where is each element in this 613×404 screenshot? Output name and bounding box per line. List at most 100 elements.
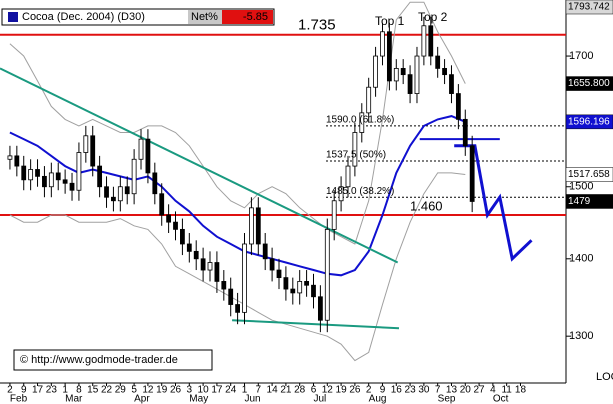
x-tick-label: 19 (156, 385, 168, 396)
x-tick-label: 1 (62, 385, 68, 396)
x-tick-label: 12 (322, 385, 334, 396)
candle-body (97, 165, 103, 188)
x-tick-label: 5 (131, 385, 137, 396)
candle-body (283, 277, 289, 290)
annotation: Top 2 (418, 10, 448, 24)
candle-body (435, 55, 441, 69)
x-tick-label: 17 (32, 385, 44, 396)
candle-body (145, 138, 151, 174)
x-tick-label: 30 (418, 385, 430, 396)
level-label: 1.460 (410, 198, 443, 213)
x-tick-label: 7 (435, 385, 441, 396)
x-tick-label: 29 (115, 385, 127, 396)
price-box (565, 0, 613, 15)
candle-body (297, 281, 303, 294)
candle-body (221, 281, 227, 290)
candle-body (138, 138, 144, 160)
fib-label: 1485.0 (38.2%) (326, 186, 394, 197)
candle-body (90, 135, 96, 167)
x-tick-label: 23 (405, 385, 417, 396)
price-box (565, 76, 613, 91)
x-tick-label: 28 (294, 385, 306, 396)
y-tick-label: 1500 (569, 181, 593, 193)
candle-body (21, 165, 27, 181)
candle-body (393, 68, 399, 82)
candle-body (352, 132, 358, 167)
overlay-line (9, 115, 466, 277)
candle-body (338, 186, 344, 202)
x-tick-label: 1 (242, 385, 248, 396)
candle-body (317, 296, 323, 321)
candle-body (400, 68, 406, 76)
candle-body (407, 74, 413, 94)
candle-body (228, 288, 234, 305)
candle-body (235, 304, 241, 313)
legend-swatch (8, 12, 18, 22)
candle-body (166, 214, 172, 223)
candle-body (173, 221, 178, 230)
candle-body (69, 182, 75, 191)
x-tick-label: 19 (336, 385, 348, 396)
month-label: Oct (493, 394, 509, 404)
candle-body (207, 262, 213, 271)
x-tick-label: 6 (311, 385, 317, 396)
price-box-label: 1655.800 (568, 78, 610, 89)
candle-body (180, 228, 185, 245)
candle-body (35, 169, 40, 177)
candle-body (462, 118, 468, 147)
candle-body (62, 179, 68, 184)
candle-body (255, 207, 261, 245)
candle-body (262, 243, 268, 260)
month-label: Apr (134, 394, 150, 404)
x-tick-label: 3 (187, 385, 193, 396)
candle-body (269, 258, 275, 271)
net-label: Net% (191, 11, 218, 23)
candle-body (290, 288, 296, 294)
x-tick-label: 7 (256, 385, 262, 396)
candle-body (469, 145, 475, 202)
candle-body (159, 193, 165, 216)
candle-body (331, 200, 337, 230)
x-tick-label: 8 (76, 385, 82, 396)
candle-body (14, 155, 20, 167)
price-box (565, 194, 613, 209)
x-tick-label: 24 (225, 385, 237, 396)
candle-body (124, 186, 130, 195)
price-box-label: 1517.658 (568, 169, 610, 180)
fib-label: 1590.0 (61.8%) (326, 115, 394, 126)
plot-area (0, 1, 566, 362)
x-tick-label: 16 (391, 385, 403, 396)
x-tick-label: 9 (21, 385, 27, 396)
candle-body (373, 55, 378, 88)
level-label: 1.735 (298, 17, 336, 34)
x-tick-label: 23 (46, 385, 58, 396)
candle-body (104, 186, 109, 198)
candle-body (366, 86, 372, 114)
candle-body (131, 158, 137, 195)
price-box (565, 167, 613, 182)
candle-body (200, 258, 206, 271)
y-tick-label: 1700 (569, 50, 593, 62)
x-tick-label: 26 (170, 385, 182, 396)
price-box-label: 1596.196 (568, 116, 610, 127)
x-tick-label: 13 (446, 385, 458, 396)
candle-body (7, 155, 13, 160)
candle-body (55, 172, 61, 181)
month-label: Sep (438, 394, 456, 404)
overlay-line (232, 319, 400, 330)
candle-body (214, 262, 220, 282)
x-tick-label: 4 (490, 385, 496, 396)
x-tick-label: 12 (142, 385, 154, 396)
x-tick-label: 15 (87, 385, 99, 396)
annotation: Top 1 (375, 14, 405, 28)
price-box-label: 1479 (568, 196, 591, 207)
y-tick-label: 1300 (569, 330, 593, 342)
candle-body (117, 186, 123, 202)
overlay-line (0, 67, 399, 264)
y-tick-label: 1400 (569, 253, 593, 265)
month-label: Mar (65, 394, 83, 404)
x-tick-label: 20 (460, 385, 472, 396)
source-box (13, 349, 213, 371)
x-tick-label: 2 (7, 385, 13, 396)
